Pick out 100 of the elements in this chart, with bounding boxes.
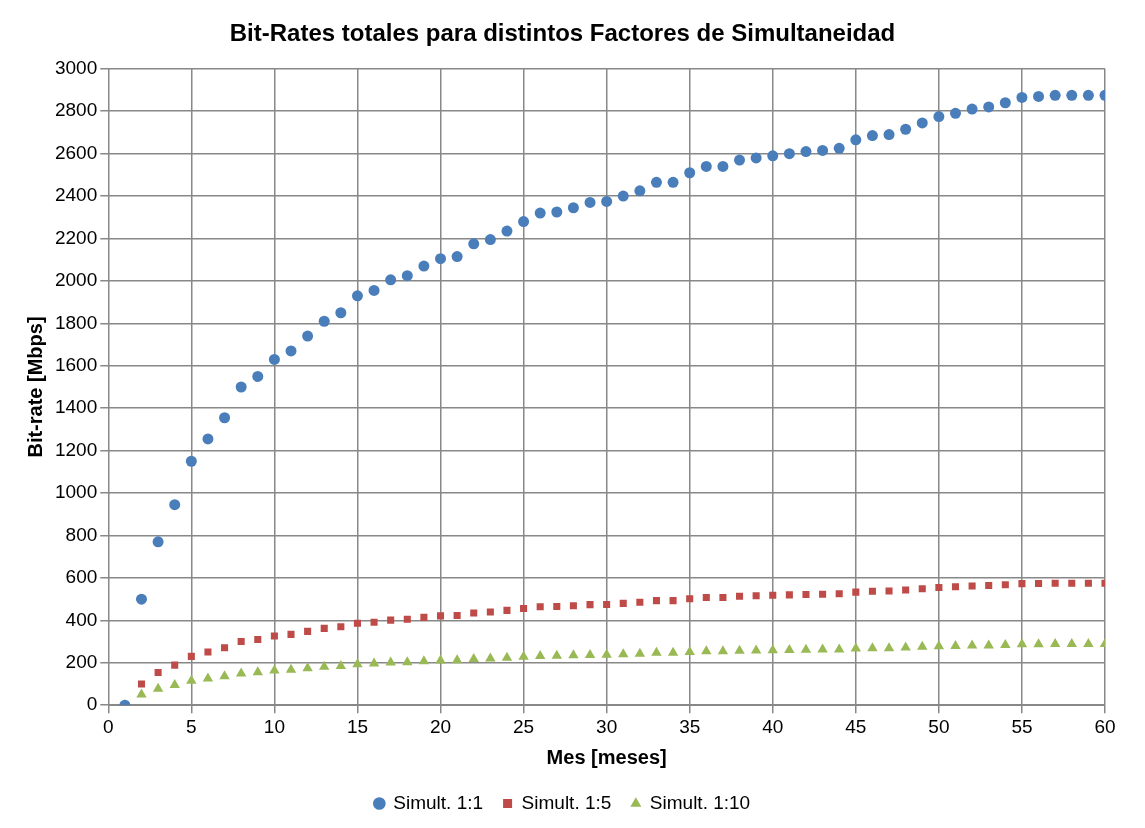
point [966,639,978,649]
point [418,260,430,272]
point [717,645,729,655]
point [402,656,413,666]
point [917,640,928,650]
point [1000,638,1011,648]
y-tick-label: 400 [65,608,98,630]
x-tick-label: 30 [596,715,618,737]
x-tick-label: 15 [346,715,369,737]
point [769,591,777,599]
point [285,345,297,357]
point [935,583,943,591]
point [235,667,247,677]
point [270,632,278,640]
point [868,587,876,595]
point [949,107,961,119]
point [453,611,461,619]
point [154,669,162,677]
point [983,101,995,113]
point [235,381,247,393]
point [802,590,810,598]
point [501,225,513,237]
point [501,651,513,661]
point [983,639,994,649]
y-tick-label: 600 [65,566,98,588]
point [750,152,762,164]
point [1066,638,1077,648]
point [219,412,231,424]
point [403,615,411,623]
point [269,664,280,674]
point [669,597,677,605]
point [1016,91,1028,103]
point [435,253,447,265]
point [968,582,976,590]
point [667,646,679,656]
point [617,190,629,202]
point [1068,579,1076,587]
point [368,284,380,296]
point [601,195,613,207]
point [916,117,928,129]
point [221,644,229,652]
point [401,270,413,282]
point [684,167,696,179]
y-tick-label: 200 [65,651,98,673]
point [933,640,945,650]
point [586,601,594,609]
point [850,642,862,652]
point [385,656,396,666]
point [1051,579,1059,587]
point [335,307,347,319]
point [819,590,827,598]
point [817,643,828,653]
point [1082,89,1094,101]
point [1083,638,1094,648]
point [568,649,579,659]
y-axis-title: Bit-rate [Mbps] [23,316,46,458]
point [767,150,779,162]
point [318,315,330,327]
point [387,616,395,624]
point [534,649,546,659]
point [302,330,314,342]
point [1033,638,1044,648]
point [619,599,627,607]
point [966,103,978,115]
point [800,643,812,653]
point [1035,579,1043,587]
point [736,592,744,600]
point [152,682,164,692]
point [603,600,611,608]
point [186,674,197,684]
point [1016,638,1028,648]
point [185,455,197,467]
y-tick-label: 2800 [54,99,98,121]
point [734,154,746,166]
x-tick-label: 35 [679,715,701,737]
x-axis-title: Mes [meses] [546,745,667,768]
point [436,612,445,620]
point [352,658,363,668]
point [304,627,312,635]
point [368,657,380,667]
point [152,536,164,548]
point [319,660,330,670]
point [717,160,729,172]
point [752,592,760,600]
point [702,593,710,601]
point [650,176,662,188]
point [285,663,297,673]
point [486,608,494,616]
point [169,499,181,511]
point [700,160,712,172]
point [468,652,479,662]
point [601,648,612,658]
point [885,587,893,595]
point [534,207,546,219]
y-tick-label: 1200 [54,438,98,460]
y-tick-label: 2000 [54,269,98,291]
point [1084,579,1092,587]
point [950,640,961,650]
x-tick-label: 45 [845,715,867,737]
x-tick-label: 40 [762,715,784,737]
